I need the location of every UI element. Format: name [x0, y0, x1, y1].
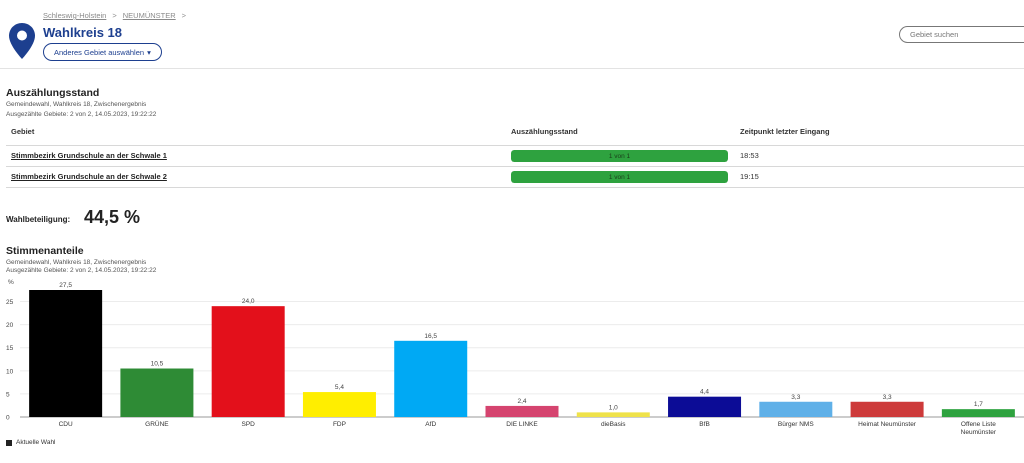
vote-share-counted: Ausgezählte Gebiete: 2 von 2, 14.05.2023… — [6, 267, 157, 274]
bar — [668, 396, 742, 417]
x-tick-label: FDP — [333, 421, 346, 428]
breadcrumb: Schleswig-Holstein > NEUMÜNSTER > — [43, 11, 186, 20]
data-label: 10,5 — [151, 361, 164, 368]
count-status-counted: Ausgezählte Gebiete: 2 von 2, 14.05.2023… — [6, 111, 157, 118]
x-tick-label: BfB — [699, 421, 709, 428]
caret-down-icon: ▾ — [147, 47, 151, 57]
y-axis-unit-label: % — [8, 279, 14, 286]
count-status-subtitle: Gemeindewahl, Wahlkreis 18, Zwischenerge… — [6, 101, 147, 108]
x-tick-label: CDU — [59, 421, 73, 428]
progress-bar: 1 von 1 — [511, 150, 728, 162]
data-label: 27,5 — [59, 282, 72, 289]
bar — [850, 401, 924, 417]
bar — [120, 368, 194, 417]
legend-swatch — [6, 439, 12, 446]
data-label: 2,4 — [517, 398, 526, 405]
bar — [485, 405, 559, 417]
breadcrumb-separator: > — [112, 11, 117, 20]
x-tick-label: SPD — [241, 421, 255, 428]
breadcrumb-link-state[interactable]: Schleswig-Holstein — [43, 11, 107, 20]
header-divider — [0, 68, 1024, 69]
table-row-area-link[interactable]: Stimmbezirk Grundschule an der Schwale 1 — [11, 151, 167, 160]
turnout-value: 44,5 % — [84, 207, 141, 227]
x-tick-label: AfD — [425, 421, 436, 428]
breadcrumb-link-city[interactable]: NEUMÜNSTER — [122, 11, 176, 20]
bar — [211, 306, 285, 417]
column-header-time: Zeitpunkt letzter Eingang — [740, 127, 830, 136]
progress-fill: 1 von 1 — [511, 171, 728, 183]
x-tick-label: DIE LINKE — [506, 421, 538, 428]
change-area-label: Anderes Gebiet auswählen — [54, 47, 145, 57]
data-label: 3,3 — [883, 394, 892, 401]
y-tick-label: 25 — [6, 299, 14, 306]
row-time: 18:53 — [740, 151, 759, 160]
bar — [29, 290, 103, 417]
data-label: 1,0 — [609, 404, 618, 411]
progress-label: 1 von 1 — [608, 152, 631, 160]
x-tick-label: dieBasis — [601, 421, 626, 428]
table-divider — [6, 166, 1024, 167]
bar — [394, 340, 468, 417]
x-tick-label: Heimat Neumünster — [858, 421, 917, 428]
x-tick-label: Bürger NMS — [778, 421, 814, 428]
vote-share-title: Stimmenanteile — [6, 245, 84, 257]
data-label: 1,7 — [974, 401, 983, 408]
y-tick-label: 15 — [6, 345, 14, 352]
progress-label: 1 von 1 — [608, 173, 631, 181]
x-tick-label: Offene Liste — [961, 421, 996, 428]
table-row-area-link[interactable]: Stimmbezirk Grundschule an der Schwale 2 — [11, 172, 167, 181]
breadcrumb-separator: > — [181, 11, 187, 20]
x-tick-label: GRÜNE — [145, 420, 169, 428]
table-divider — [6, 145, 1024, 146]
data-label: 24,0 — [242, 298, 255, 305]
count-status-title: Auszählungsstand — [6, 87, 100, 99]
page-title: Wahlkreis 18 — [43, 25, 123, 40]
change-area-button[interactable]: Anderes Gebiet auswählen ▾ — [43, 43, 162, 61]
turnout-label: Wahlbeteiligung: — [6, 215, 71, 224]
data-label: 5,4 — [335, 384, 344, 391]
bar — [941, 409, 1015, 417]
x-tick-label: Neumünster — [961, 429, 997, 436]
bar — [576, 412, 650, 417]
y-tick-label: 20 — [6, 322, 14, 329]
table-divider — [6, 187, 1024, 188]
legend-label: Aktuelle Wahl — [16, 439, 56, 446]
row-time: 19:15 — [740, 172, 759, 181]
vote-share-subtitle: Gemeindewahl, Wahlkreis 18, Zwischenerge… — [6, 259, 147, 266]
progress-fill: 1 von 1 — [511, 150, 728, 162]
data-label: 4,4 — [700, 389, 709, 396]
chart-legend: Aktuelle Wahl — [6, 439, 56, 446]
data-label: 3,3 — [791, 394, 800, 401]
bar — [759, 401, 833, 417]
vote-share-chart: % 0 5 10 15 20 25 27,5 CDU 10,5 GRÜNE 24,0 SPD 5,4 FDP… — [6, 279, 1024, 436]
map-pin-icon — [9, 23, 35, 59]
progress-bar: 1 von 1 — [511, 171, 728, 183]
search-input[interactable] — [899, 26, 1024, 43]
y-tick-label: 0 — [6, 415, 10, 422]
y-tick-label: 10 — [6, 368, 14, 375]
column-header-status: Auszählungsstand — [511, 127, 578, 136]
y-tick-label: 5 — [6, 391, 10, 398]
bar — [302, 392, 376, 417]
data-label: 16,5 — [424, 333, 437, 340]
column-header-area: Gebiet — [11, 127, 35, 136]
